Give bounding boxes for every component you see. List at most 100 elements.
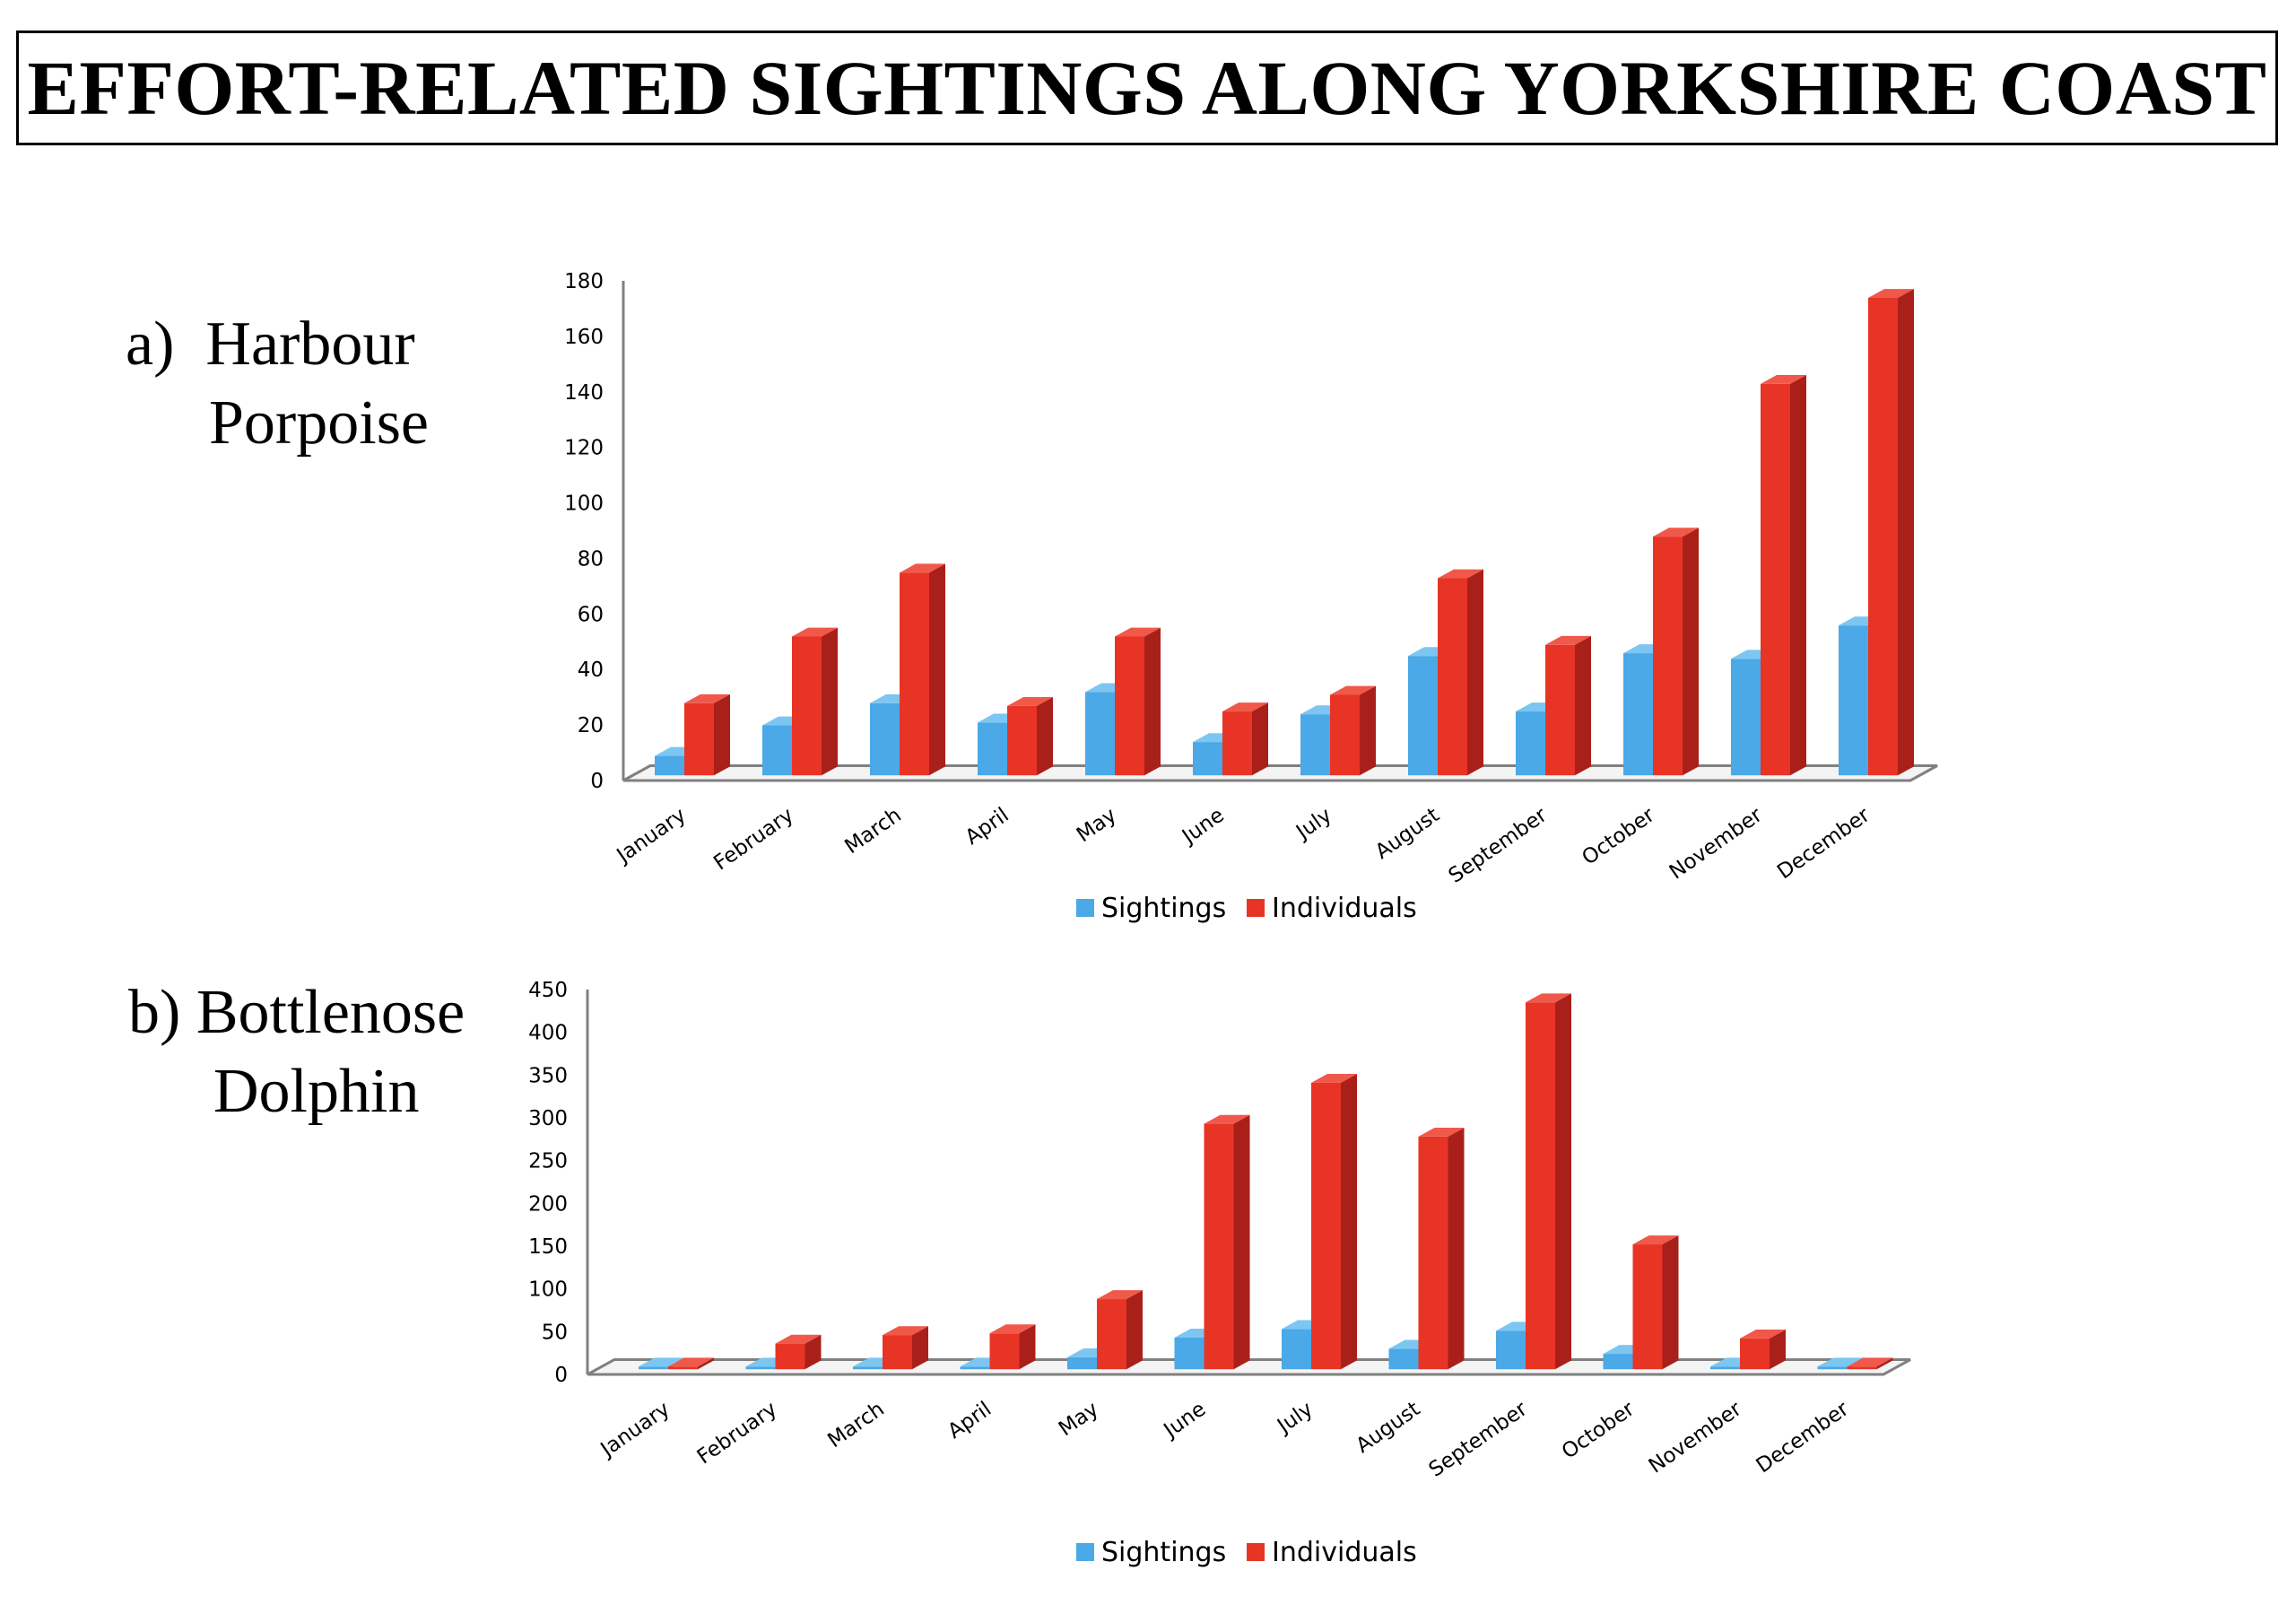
bar-side [1252,702,1268,776]
bar-individuals-february [792,627,838,776]
bar-top [1330,685,1376,695]
bar-side [1683,528,1699,776]
legend-swatch-sightings [1076,1543,1094,1561]
bar-top [1653,528,1699,537]
bar-individuals-may [1097,1290,1143,1370]
x-tick-label-september: September [1425,1397,1532,1482]
x-tick-label-november: November [1645,1397,1746,1478]
bar-front [1085,692,1115,776]
bar-individuals-july [1330,685,1376,776]
x-tick-label-february: February [709,804,797,876]
x-tick-label-may: May [1055,1398,1103,1442]
bar-individuals-october [1632,1235,1679,1370]
bar-side [822,627,838,776]
x-tick-label-april: April [961,804,1013,850]
bar-individuals-march [900,563,945,776]
bar-front [1623,653,1653,776]
bar-top [1817,1357,1864,1367]
y-tick-label: 400 [528,1022,568,1045]
bar-individuals-february [775,1334,822,1370]
bar-individuals-january [668,1357,714,1370]
bar-top [1632,1235,1679,1245]
bar-front [1300,714,1330,776]
bar-top [883,1326,928,1336]
x-tick-label-february: February [693,1398,781,1470]
bar-side [912,1326,928,1370]
panel-label-b: b) Bottlenose Dolphin [128,973,465,1131]
bar-top [1222,702,1268,712]
legend-item-individuals: Individuals [1247,893,1417,924]
bar-individuals-december [1868,289,1914,776]
bar-front [1868,297,1898,776]
bar-front [668,1366,698,1370]
x-tick-label-march: March [840,804,905,859]
bar-top [639,1357,684,1367]
bar-front [883,1335,912,1370]
y-tick-label: 450 [528,979,568,1002]
x-tick-label-november: November [1665,803,1767,884]
chart-bottlenose-dolphin: 0 50 100 150 200 250 300 350 400 450 January Februa… [528,979,1911,1568]
bar-front [655,755,684,776]
bar-front [1418,1136,1448,1370]
bar-top [1847,1357,1893,1367]
bar-front [775,1343,805,1370]
legend-item-individuals: Individuals [1247,1537,1417,1568]
bar-side [1790,375,1806,776]
bar-front [1007,705,1037,776]
x-tick-label-august: August [1371,804,1444,864]
y-tick-label: 100 [564,493,604,516]
panel-b-title-1: Bottlenose [196,978,465,1047]
bar-front [1204,1123,1234,1370]
bar-top [775,1334,822,1344]
bar-front [684,702,714,776]
bar-side [1126,1290,1143,1370]
bar-top [684,693,730,703]
legend-label-sightings: Sightings [1101,1537,1226,1568]
y-tick-label: 0 [554,1364,568,1387]
chart-harbour-porpoise: 0 20 40 60 80 100 120 140 160 180 January February M… [564,270,1938,924]
bar-front [1115,636,1144,776]
bar-side [1360,685,1376,776]
bar-individuals-september [1526,993,1571,1370]
bar-side [1144,627,1161,776]
bar-front [1731,659,1761,776]
legend-item-sightings: Sightings [1076,893,1226,924]
bar-top [1418,1128,1465,1137]
bar-front [1496,1330,1526,1370]
bar-front [900,572,929,776]
bar-front [1516,711,1545,776]
bar-individuals-august [1438,569,1483,776]
bar-individuals-september [1545,635,1591,776]
bar-side [698,1357,714,1370]
bar-front [1653,536,1683,776]
bar-front [1330,694,1360,776]
bar-top [1526,993,1571,1003]
bar-individuals-april [989,1324,1036,1370]
y-tick-label: 140 [564,381,604,405]
panel-b-line1: b) Bottlenose [128,973,465,1052]
bar-side [1341,1073,1357,1370]
bar-individuals-october [1653,528,1699,776]
bar-individuals-june [1204,1114,1250,1370]
bar-individuals-april [1007,696,1053,776]
bar-side [1662,1235,1679,1370]
bar-front [745,1366,776,1370]
title-box: EFFORT-RELATED SIGHTINGS ALONG YORKSHIRE… [16,31,2278,145]
legend-swatch-sightings [1076,899,1094,917]
y-tick-label: 180 [564,270,604,293]
legend-label-individuals: Individuals [1272,893,1417,924]
bar-individuals-november [1761,375,1806,776]
bar-top [1311,1073,1357,1083]
y-tick-label: 80 [578,547,604,571]
y-tick-label: 20 [578,714,604,737]
bar-top [1438,569,1483,579]
bar-top [1545,635,1591,645]
bar-front [1817,1366,1848,1370]
bar-top [989,1324,1036,1334]
bar-front [1097,1299,1126,1370]
chart-floor [622,764,1938,782]
bar-front [639,1366,668,1370]
bar-top [792,627,838,637]
bar-front [1311,1082,1341,1370]
bar-front [870,702,900,776]
